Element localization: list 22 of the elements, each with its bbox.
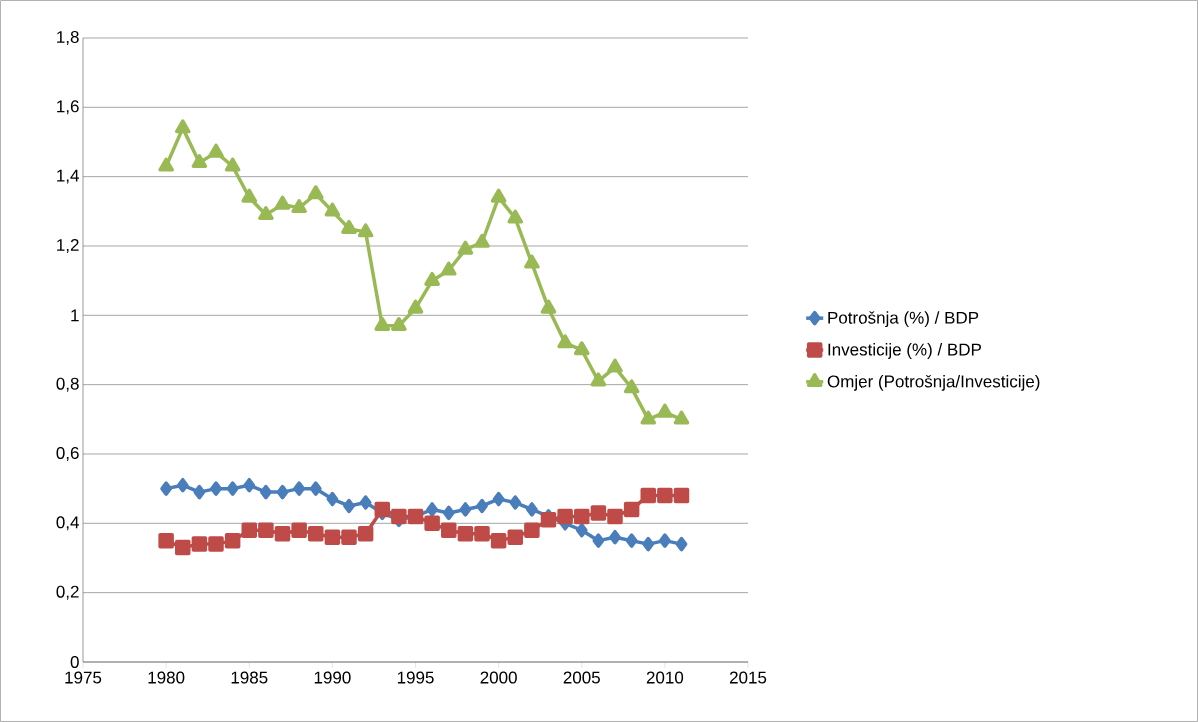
y-tick-label: 1,4 xyxy=(57,169,79,184)
x-tick-label: 2010 xyxy=(646,671,684,684)
x-tick-label: 1975 xyxy=(65,671,102,684)
y-tick-label: 0 xyxy=(70,655,79,669)
y-tick-label: 0,8 xyxy=(56,377,79,392)
y-tick-label: 0,2 xyxy=(56,585,79,600)
y-tick-label: 0,6 xyxy=(56,446,79,462)
legend-label: Omjer (Potrošnja/Investicije) xyxy=(827,374,1040,391)
y-tick-label: 1,2 xyxy=(57,238,79,254)
x-tick-label: 2005 xyxy=(563,671,600,684)
x-tick-label: 1985 xyxy=(231,671,268,684)
x-tick-label: 1980 xyxy=(148,671,185,684)
x-tick-label: 2000 xyxy=(480,671,517,684)
x-tick-label: 1990 xyxy=(314,671,351,684)
legend-label: Investicije (%) / BDP xyxy=(828,343,981,359)
y-tick-label: 0,4 xyxy=(56,516,79,531)
x-tick-label: 1995 xyxy=(397,671,434,684)
x-tick-label: 2015 xyxy=(729,671,767,684)
y-tick-label: 1 xyxy=(71,309,79,322)
y-tick-label: 1,8 xyxy=(57,30,79,46)
y-tick-label: 1,6 xyxy=(57,100,79,115)
legend-label: Potrošnja (%) / BDP xyxy=(828,311,979,328)
